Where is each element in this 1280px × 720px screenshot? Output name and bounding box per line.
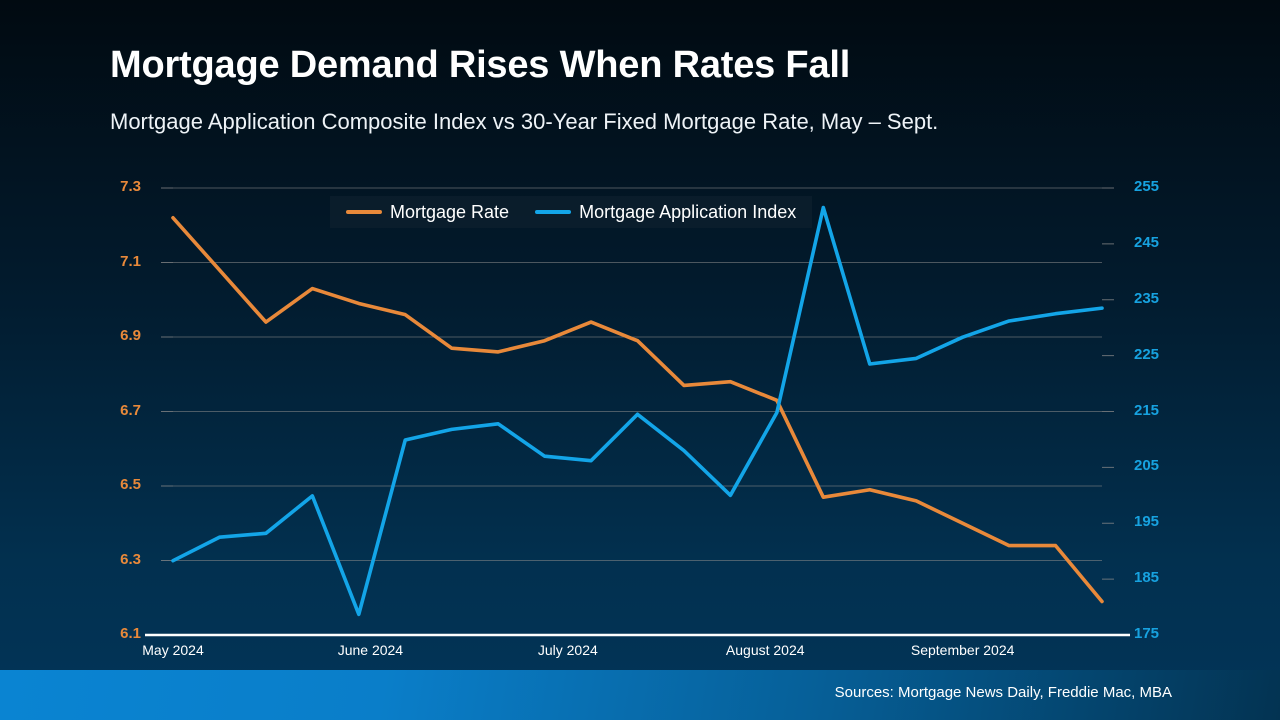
right-axis-tick-label: 235 [1134, 289, 1160, 307]
right-axis-tick-label: 205 [1134, 457, 1160, 475]
gridlines [173, 187, 1102, 561]
series-line-mortgage-application-index [171, 205, 1104, 617]
x-axis-tick-label: September 2024 [910, 642, 1015, 658]
data-series [171, 205, 1104, 617]
right-axis-tick-label: 255 [1134, 178, 1160, 195]
x-axis-tick-label: May 2024 [142, 642, 204, 658]
page-title: Mortgage Demand Rises When Rates Fall [110, 44, 851, 86]
right-axis-tick-label: 245 [1134, 233, 1160, 251]
source-attribution: Sources: Mortgage News Daily, Freddie Ma… [834, 684, 1172, 701]
x-axis-tick-label: July 2024 [537, 642, 598, 658]
left-axis-tick-label: 7.3 [120, 178, 141, 195]
left-axis-tick-label: 6.7 [120, 401, 141, 419]
legend-item-application-index[interactable]: Mortgage Application Index [535, 202, 796, 223]
left-axis-tick-label: 6.5 [120, 476, 141, 493]
footer-bar: Sources: Mortgage News Daily, Freddie Ma… [0, 670, 1280, 720]
left-axis-tick-label: 7.1 [120, 252, 141, 270]
right-axis-tick-label: 215 [1134, 401, 1160, 419]
chart-legend: Mortgage Rate Mortgage Application Index [330, 196, 813, 228]
legend-label-mortgage-rate: Mortgage Rate [390, 201, 510, 222]
legend-item-mortgage-rate[interactable]: Mortgage Rate [346, 202, 509, 223]
legend-swatch-application-index [535, 210, 572, 214]
x-axis-tick-label: August 2024 [725, 642, 805, 658]
tick-marks [161, 187, 1114, 580]
footer-gradient [0, 670, 1280, 720]
right-axis-tick-label: 195 [1134, 513, 1160, 531]
left-axis-tick-label: 6.1 [120, 625, 141, 642]
right-axis-tick-label: 225 [1134, 345, 1160, 363]
legend-label-application-index: Mortgage Application Index [579, 201, 797, 222]
series-line-mortgage-rate [171, 216, 1104, 604]
left-axis-tick-label: 6.9 [120, 327, 141, 344]
left-axis-tick-label: 6.3 [120, 550, 141, 568]
page-subtitle: Mortgage Application Composite Index vs … [110, 109, 939, 134]
right-axis-tick-label: 185 [1134, 569, 1160, 587]
right-axis-tick-label: 175 [1134, 625, 1160, 642]
x-axis-tick-label: June 2024 [337, 642, 404, 658]
legend-swatch-mortgage-rate [346, 210, 382, 214]
